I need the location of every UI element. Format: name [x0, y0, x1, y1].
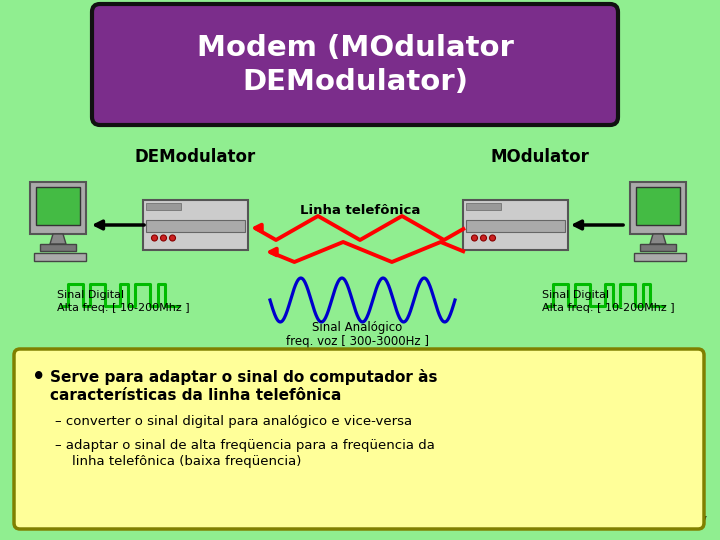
- Text: Alta freq. [ 10-200Mhz ]: Alta freq. [ 10-200Mhz ]: [57, 303, 189, 313]
- FancyBboxPatch shape: [30, 182, 86, 234]
- Polygon shape: [50, 234, 66, 244]
- Circle shape: [169, 235, 176, 241]
- Text: – adaptar o sinal de alta freqüencia para a freqüencia da: – adaptar o sinal de alta freqüencia par…: [55, 438, 435, 451]
- FancyBboxPatch shape: [34, 253, 86, 261]
- Text: 227: 227: [685, 515, 708, 528]
- FancyBboxPatch shape: [466, 220, 564, 232]
- Text: freq. voz [ 300-3000Hz ]: freq. voz [ 300-3000Hz ]: [286, 334, 428, 348]
- Text: características da linha telefônica: características da linha telefônica: [50, 388, 341, 403]
- FancyBboxPatch shape: [14, 349, 704, 529]
- Circle shape: [161, 235, 166, 241]
- Text: Sinal Digital: Sinal Digital: [542, 290, 609, 300]
- FancyBboxPatch shape: [92, 4, 618, 125]
- FancyBboxPatch shape: [634, 253, 686, 261]
- Text: •: •: [32, 367, 45, 387]
- Circle shape: [151, 235, 158, 241]
- FancyBboxPatch shape: [145, 203, 181, 210]
- Text: – converter o sinal digital para analógico e vice-versa: – converter o sinal digital para analógi…: [55, 415, 412, 429]
- FancyBboxPatch shape: [640, 244, 676, 251]
- Text: Modem (MOdulator
DEModulator): Modem (MOdulator DEModulator): [197, 33, 513, 96]
- Text: Serve para adaptar o sinal do computador às: Serve para adaptar o sinal do computador…: [50, 369, 438, 385]
- Text: Sinal Digital: Sinal Digital: [57, 290, 124, 300]
- FancyBboxPatch shape: [630, 182, 686, 234]
- FancyBboxPatch shape: [145, 220, 245, 232]
- Circle shape: [472, 235, 477, 241]
- Text: Alta freq. [ 10-200Mhz ]: Alta freq. [ 10-200Mhz ]: [542, 303, 675, 313]
- FancyBboxPatch shape: [466, 203, 500, 210]
- FancyBboxPatch shape: [143, 200, 248, 250]
- FancyBboxPatch shape: [40, 244, 76, 251]
- Polygon shape: [650, 234, 666, 244]
- Text: Sinal Analógico: Sinal Analógico: [312, 321, 402, 334]
- Circle shape: [490, 235, 495, 241]
- FancyBboxPatch shape: [36, 187, 80, 225]
- FancyBboxPatch shape: [636, 187, 680, 225]
- FancyBboxPatch shape: [462, 200, 567, 250]
- Text: Linha telefônica: Linha telefônica: [300, 204, 420, 217]
- Text: linha telefônica (baixa freqüencia): linha telefônica (baixa freqüencia): [72, 456, 302, 469]
- Text: DEModulator: DEModulator: [135, 148, 256, 166]
- Text: MOdulator: MOdulator: [490, 148, 590, 166]
- Circle shape: [480, 235, 487, 241]
